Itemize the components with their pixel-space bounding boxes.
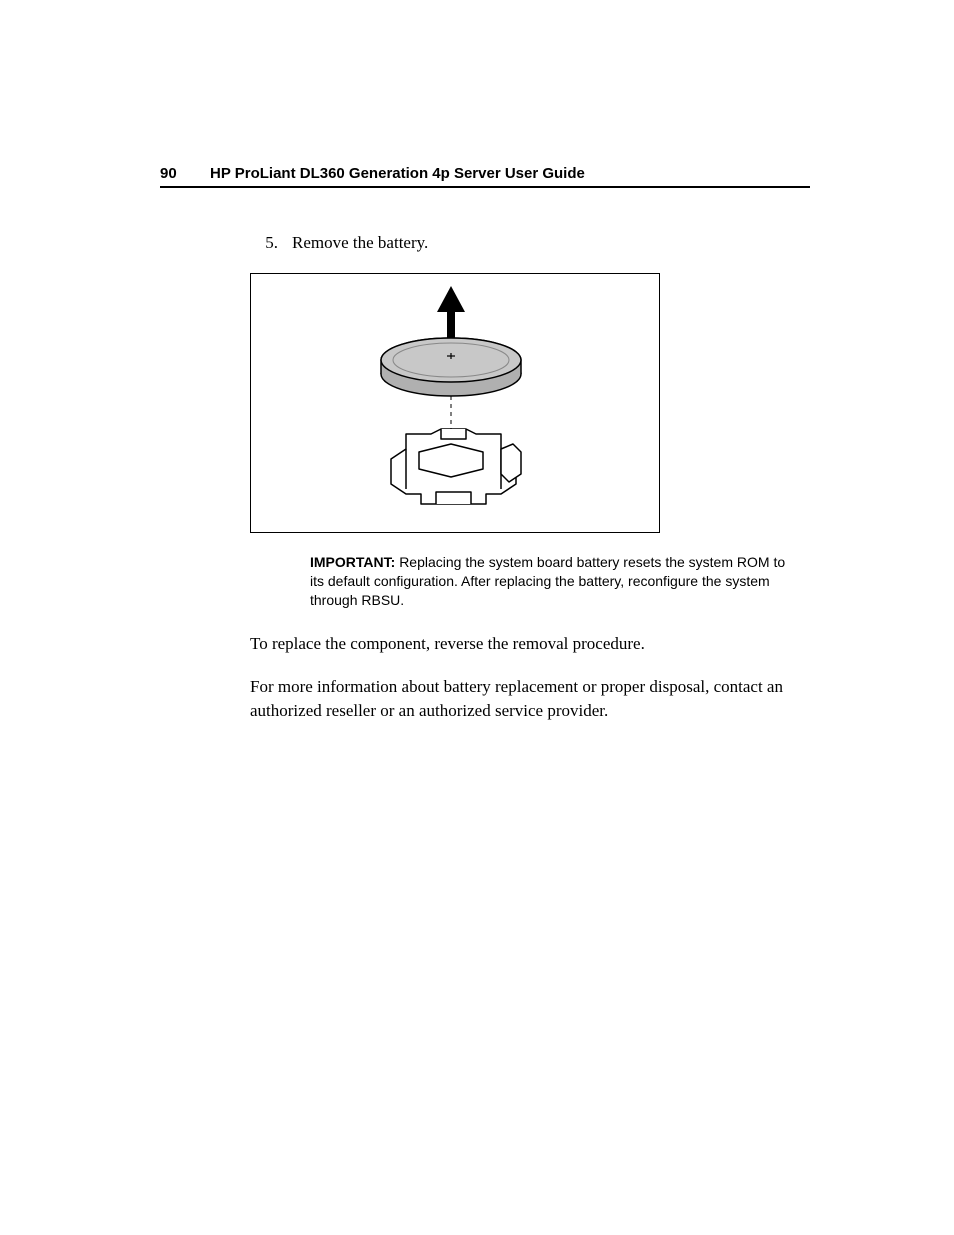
step-item: 5. Remove the battery. [250,233,795,253]
battery-holder-icon [391,429,521,504]
paragraph-replace: To replace the component, reverse the re… [250,632,795,656]
important-note: IMPORTANT: Replacing the system board ba… [310,553,795,610]
arrow-up-icon [437,286,465,342]
important-label: IMPORTANT: [310,554,395,570]
battery-removal-figure [250,273,660,533]
battery-icon [381,338,521,396]
page-number: 90 [160,165,210,182]
diagram-svg [251,274,661,534]
running-header: 90 HP ProLiant DL360 Generation 4p Serve… [160,165,810,188]
step-number: 5. [250,233,278,253]
step-text: Remove the battery. [292,233,795,253]
paragraph-more-info: For more information about battery repla… [250,675,795,723]
page: 90 HP ProLiant DL360 Generation 4p Serve… [160,165,810,743]
content-area: 5. Remove the battery. [250,233,795,723]
document-title: HP ProLiant DL360 Generation 4p Server U… [210,165,810,182]
